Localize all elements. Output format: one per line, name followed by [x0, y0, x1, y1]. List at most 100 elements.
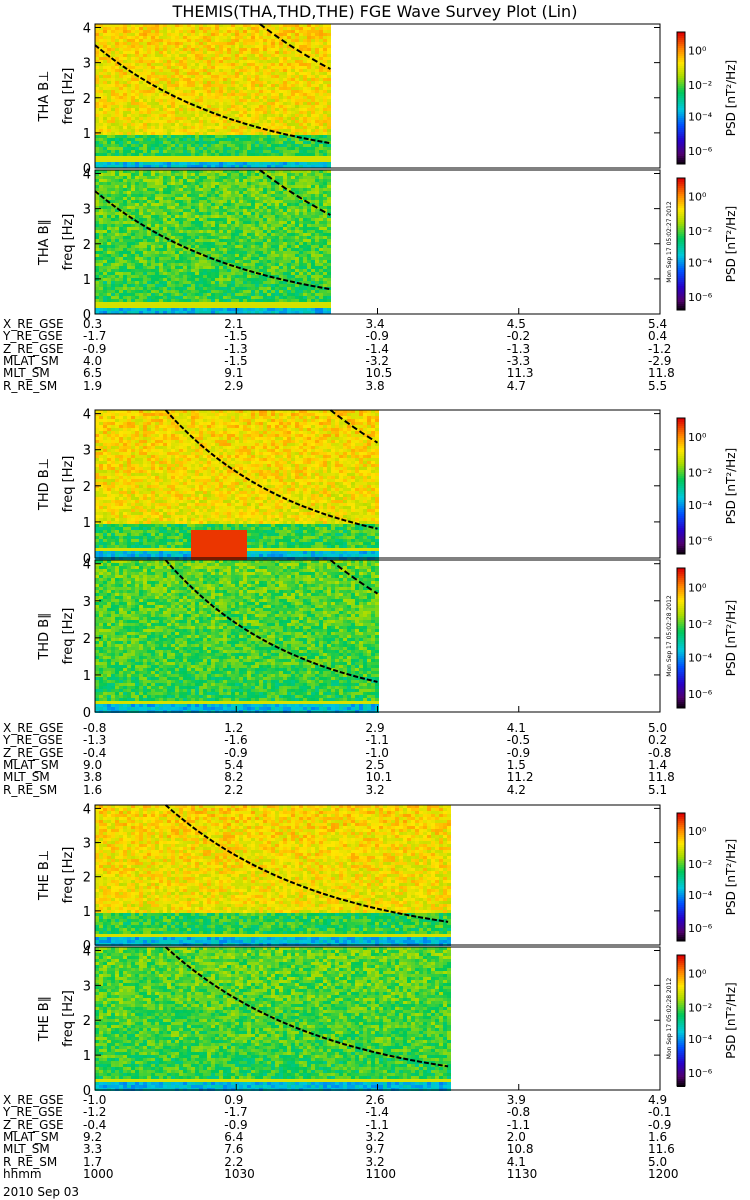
ephemeris-row: Y_RE_GSE -1.2 -1.7 -1.4 -0.8 -0.1: [0, 1106, 750, 1118]
ephemeris-value: 4.2: [507, 784, 526, 796]
ephemeris-label: hhmm: [3, 1168, 42, 1180]
ephemeris-row: Z_RE_GSE -0.4 -0.9 -1.0 -0.9 -0.8: [0, 747, 750, 759]
ephemeris-value: 1200: [648, 1168, 679, 1180]
y-tick-label: 4: [83, 408, 91, 423]
gyro-curve-lower: [164, 946, 449, 1068]
ephemeris-value: -0.4: [83, 1119, 106, 1131]
ephemeris-value: 4.1: [507, 1156, 526, 1168]
y-tick-label: 0: [83, 308, 91, 323]
colorbar: 10⁰ 10⁻² 10⁻⁴ 10⁻⁶ PSD [nT²/Hz]: [676, 567, 738, 709]
ephemeris-label: Y_RE_GSE: [3, 1106, 63, 1118]
ephemeris-value: -1.3: [83, 734, 106, 746]
ephemeris-value: 1100: [366, 1168, 397, 1180]
ephemeris-label: R_RE_SM: [3, 784, 57, 796]
ephemeris-label: Z_RE_GSE: [3, 343, 64, 355]
ephemeris-value: -1.1: [507, 1119, 530, 1131]
plot-timestamp: Mon Sep 17 05:02:28 2012: [666, 978, 673, 1060]
ephemeris-label: MLT_SM: [3, 771, 50, 783]
ephemeris-label: X_RE_GSE: [3, 722, 64, 734]
ephemeris-row: R_RE_SM 1.7 2.2 3.2 4.1 5.0: [0, 1156, 750, 1168]
ephemeris-value: 5.1: [648, 784, 667, 796]
ephemeris-row: Z_RE_GSE -0.4 -0.9 -1.1 -1.1 -0.9: [0, 1119, 750, 1131]
colorbar-tick-label: 10⁰: [688, 44, 707, 57]
ephemeris-row: hhmm 1000 1030 1100 1130 1200: [0, 1168, 750, 1180]
colorbar-tick-label: 10⁻²: [688, 79, 712, 92]
plot-timestamp: Mon Sep 17 05:02:27 2012: [666, 201, 673, 283]
ephemeris-value: 1130: [507, 1168, 538, 1180]
ephemeris-value: 2.9: [224, 380, 243, 392]
y-tick-label: 4: [83, 944, 91, 959]
ephemeris-value: 2.0: [507, 1131, 526, 1143]
ephemeris-value: 11.3: [507, 367, 534, 379]
ephemeris-value: 6.4: [224, 1131, 243, 1143]
ephemeris-value: 0.3: [83, 318, 102, 330]
ephemeris-row: MLT_SM 3.3 7.6 9.7 10.8 11.6: [0, 1143, 750, 1155]
ephemeris-value: 2.6: [366, 1094, 385, 1106]
y-tick-label: 1: [83, 516, 91, 531]
ephemeris-value: 1.4: [648, 759, 667, 771]
colorbar: 10⁰ 10⁻² 10⁻⁴ 10⁻⁶ PSD [nT²/Hz]: [676, 177, 738, 311]
ephemeris-value: -1.3: [507, 343, 530, 355]
ephemeris-label: Y_RE_GSE: [3, 330, 63, 342]
y-tick-label: 0: [83, 1084, 91, 1099]
ephemeris-value: 2.9: [366, 722, 385, 734]
spectrogram-panel-2: 0 1 2 3 4 freq [Hz] THA B∥ 10⁰ 10⁻² 10⁻⁴ 10⁻⁶ PSD […: [37, 168, 738, 323]
colorbar-tick-label: 10⁰: [688, 967, 707, 980]
ephemeris-value: -0.9: [224, 747, 247, 759]
colorbar-tick-label: 10⁻⁶: [688, 1067, 713, 1080]
colorbar-label: PSD [nT²/Hz]: [724, 60, 738, 136]
panel-frame: [94, 23, 661, 169]
ephemeris-value: 5.5: [648, 380, 667, 392]
gyro-curve-upper: [329, 409, 379, 444]
colorbar-label: PSD [nT²/Hz]: [724, 206, 738, 282]
colorbar-tick-label: 10⁻⁶: [688, 145, 713, 158]
ephemeris-value: 5.0: [648, 722, 667, 734]
ephemeris-label: R_RE_SM: [3, 380, 57, 392]
ephemeris-value: 1.2: [224, 722, 243, 734]
ephemeris-value: 10.1: [366, 771, 393, 783]
colorbar: 10⁰ 10⁻² 10⁻⁴ 10⁻⁶ PSD [nT²/Hz]: [676, 812, 738, 942]
colorbar-label: PSD [nT²/Hz]: [724, 600, 738, 676]
y-tick-label: 0: [83, 939, 91, 954]
colorbar-tick-label: 10⁻⁶: [688, 688, 713, 701]
colorbar-tick-label: 10⁻⁶: [688, 291, 713, 304]
ephemeris-row: MLT_SM 3.8 8.2 10.1 11.2 11.8: [0, 771, 750, 783]
ephemeris-value: 4.7: [507, 380, 526, 392]
ephemeris-label: Z_RE_GSE: [3, 1119, 64, 1131]
ephemeris-value: 9.7: [366, 1143, 385, 1155]
gyro-curve-lower: [94, 190, 331, 291]
colorbar-tick-label: 10⁻⁴: [688, 110, 713, 123]
spectrogram-panel-3: 0 1 2 3 4 freq [Hz] THD B⊥ 10⁰ 10⁻² 10⁻⁴ 10⁻⁶ PSD […: [37, 408, 738, 567]
colorbar-tick-label: 10⁰: [688, 582, 707, 595]
ephemeris-value: -0.8: [83, 722, 106, 734]
ephemeris-label: MLAT_SM: [3, 355, 59, 367]
ephemeris-value: 1000: [83, 1168, 114, 1180]
ephemeris-value: 0.4: [648, 330, 667, 342]
ephemeris-value: -0.9: [366, 330, 389, 342]
ephemeris-value: -0.9: [83, 343, 106, 355]
spectrogram-cells: [95, 170, 331, 314]
ephemeris-value: 11.6: [648, 1143, 675, 1155]
ephemeris-value: 0.2: [648, 734, 667, 746]
ephemeris-value: -1.0: [83, 1094, 106, 1106]
ephemeris-value: 1.6: [83, 784, 102, 796]
colorbar-label: PSD [nT²/Hz]: [724, 448, 738, 524]
spectrogram-panel-1: 0 1 2 3 4 freq [Hz] THA B⊥ 10⁰ 10⁻² 10⁻⁴ 10⁻⁶ PSD […: [37, 22, 738, 177]
ephemeris-value: 9.2: [83, 1131, 102, 1143]
ephemeris-value: -1.7: [83, 330, 106, 342]
ephemeris-value: -0.1: [648, 1106, 671, 1118]
y-tick-label: 1: [83, 273, 91, 288]
ephemeris-value: 11.8: [648, 367, 675, 379]
ephemeris-value: 9.1: [224, 367, 243, 379]
ephemeris-value: -1.3: [224, 343, 247, 355]
y-tick-label: 2: [83, 92, 91, 107]
ephemeris-value: 6.5: [83, 367, 102, 379]
ephemeris-value: -1.1: [366, 734, 389, 746]
ephemeris-value: -3.2: [366, 355, 389, 367]
ephemeris-value: 3.2: [366, 1131, 385, 1143]
panel-label: THD B⊥: [37, 458, 52, 511]
y-axis-label: freq [Hz]: [61, 847, 76, 904]
ephemeris-value: -1.2: [83, 1106, 106, 1118]
colorbar-label: PSD [nT²/Hz]: [724, 839, 738, 915]
y-axis-label: freq [Hz]: [61, 68, 76, 125]
